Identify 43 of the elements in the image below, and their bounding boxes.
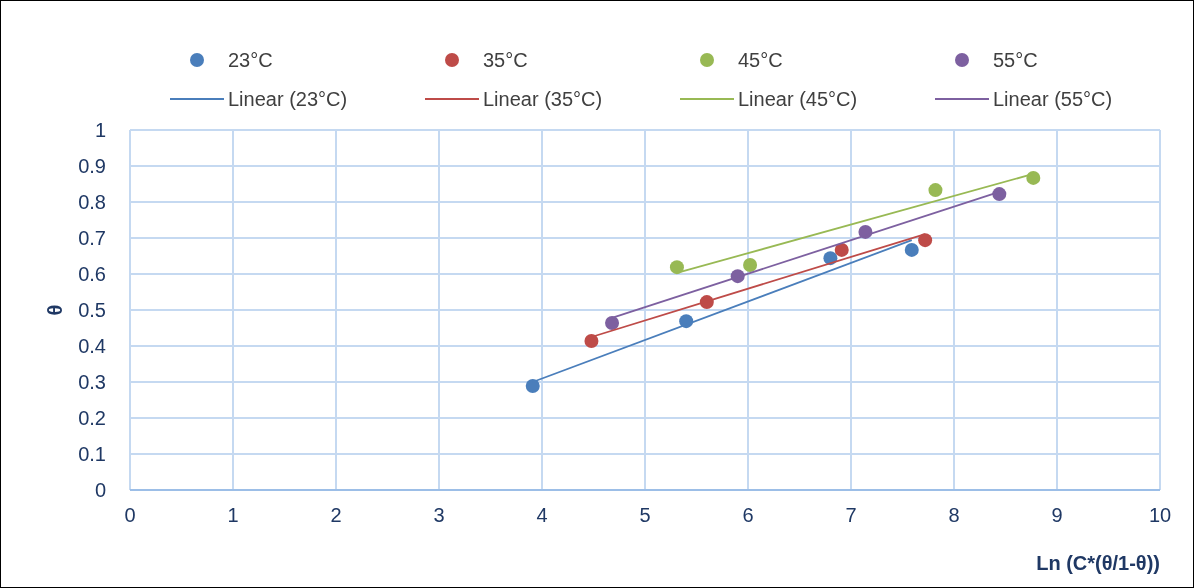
legend-label: 23°C	[228, 49, 273, 71]
y-tick-label: 0.7	[78, 227, 106, 249]
x-tick-label: 6	[742, 504, 754, 526]
point	[743, 258, 758, 272]
y-tick-label: 0.8	[78, 191, 106, 213]
legend-label: 45°C	[738, 49, 783, 71]
point	[1026, 170, 1041, 185]
x-tick-label: 3	[433, 504, 445, 526]
point	[918, 233, 933, 248]
y-tick-label: 0.6	[78, 263, 106, 285]
y-tick-label: 0	[94, 479, 106, 501]
x-tick-label: 8	[948, 504, 960, 526]
y-tick-label: 0.5	[78, 299, 106, 321]
legend-label: 55°C	[993, 49, 1038, 71]
legend-label: Linear (45°C)	[738, 88, 858, 110]
point	[992, 187, 1007, 202]
x-tick-label: 2	[330, 504, 342, 526]
point	[584, 333, 599, 348]
x-tick-label: 0	[124, 504, 136, 526]
legend-label: Linear (35°C)	[483, 88, 603, 110]
x-tick-label: 7	[845, 504, 857, 526]
y-axis-title: θ	[44, 304, 66, 316]
y-tick-label: 0.2	[78, 407, 106, 429]
x-tick-label: 10	[1148, 504, 1172, 526]
point	[928, 183, 943, 198]
y-tick-label: 0.4	[78, 335, 106, 357]
point	[525, 378, 540, 393]
x-tick-label: 4	[536, 504, 548, 526]
y-tick-label: 0.9	[78, 155, 106, 177]
x-tick-label: 5	[639, 504, 651, 526]
x-axis-title: Ln (C*(θ/1-θ))	[1036, 552, 1160, 574]
y-tick-label: 0.3	[78, 371, 106, 393]
point	[605, 315, 620, 330]
point	[904, 242, 919, 257]
legend-label: 35°C	[483, 49, 528, 71]
legend-label: Linear (55°C)	[993, 88, 1113, 110]
legend-label: Linear (23°C)	[228, 88, 348, 110]
point	[669, 260, 684, 275]
point	[834, 242, 849, 257]
y-tick-label: 0.1	[78, 443, 106, 465]
x-tick-label: 1	[227, 504, 239, 526]
y-tick-label: 1	[94, 119, 106, 141]
x-tick-label: 9	[1051, 504, 1063, 526]
